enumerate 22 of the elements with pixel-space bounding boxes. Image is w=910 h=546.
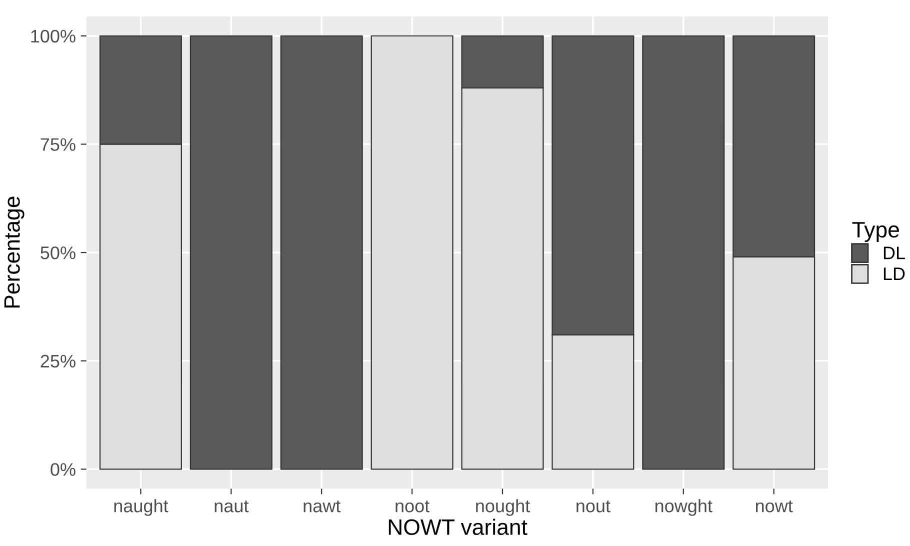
legend-title: Type (852, 222, 899, 242)
y-axis-title: Percentage (4, 196, 24, 308)
x-tick-label: noot (396, 500, 430, 512)
x-tick-label: nout (576, 500, 610, 512)
bar (280, 35, 363, 470)
bar (190, 35, 272, 470)
y-tick-label: 75% (40, 138, 76, 151)
x-tick-label: nowght (655, 499, 712, 516)
bar (370, 35, 454, 470)
y-tick-label: 50% (40, 246, 76, 260)
x-tick-label: nowt (756, 500, 793, 512)
x-tick-label: nought (476, 499, 530, 516)
legend-label: DL (884, 246, 905, 260)
x-axis-title: NOWT variant (388, 518, 528, 536)
x-tick-label: naught (114, 499, 168, 516)
x-tick-label: nawt (304, 500, 341, 512)
legend-label: LD (884, 268, 905, 280)
bar (642, 35, 725, 470)
y-tick-label: 25% (40, 354, 76, 368)
x-tick-label: naut (214, 500, 249, 512)
y-tick-label: 0% (50, 463, 76, 476)
y-tick-label: 100% (31, 30, 76, 43)
